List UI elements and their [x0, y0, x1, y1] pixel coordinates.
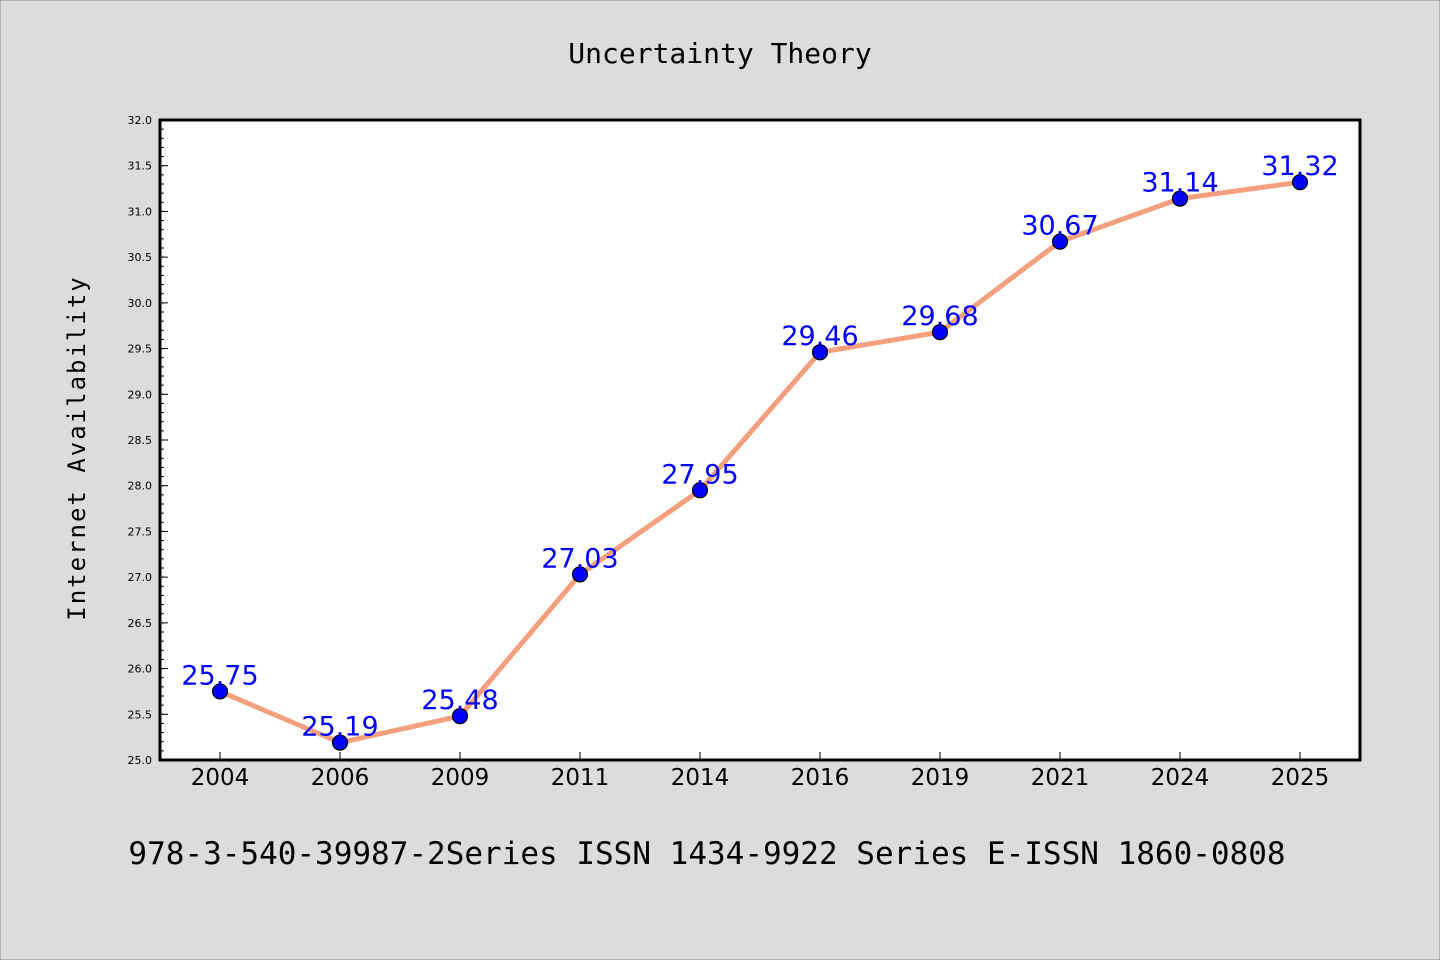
data-label: 31.32: [1261, 151, 1338, 182]
data-label: 30.67: [1021, 211, 1098, 242]
data-label: 31.14: [1141, 168, 1218, 199]
chart-title: Uncertainty Theory: [568, 37, 871, 70]
x-tick-label: 2016: [791, 765, 850, 791]
x-tick-label: 2024: [1151, 765, 1210, 791]
data-label: 27.95: [661, 459, 738, 490]
y-tick-label: 28.5: [128, 434, 153, 447]
y-tick-label: 26.0: [128, 663, 153, 676]
y-tick-label: 30.5: [128, 251, 153, 264]
data-point: [1051, 233, 1069, 250]
data-point: [1171, 190, 1189, 207]
data-point: [571, 566, 589, 583]
y-tick-label: 29.5: [128, 343, 153, 356]
x-tick-label: 2009: [431, 765, 490, 791]
y-tick-label: 31.0: [128, 205, 153, 218]
y-tick-label: 27.0: [128, 571, 153, 584]
data-point: [931, 324, 949, 341]
y-tick-label: 32.0: [128, 114, 153, 127]
y-tick-label: 27.5: [128, 525, 153, 538]
data-point: [811, 344, 829, 361]
y-axis-label: Internet Availability: [63, 275, 91, 620]
x-axis: 2004 2006 2009 2011 2014 2016 2019 2021 2024 2025: [191, 752, 1330, 791]
plot-area: [160, 120, 1360, 760]
series-line: [217, 179, 1303, 746]
plot-frame: [158, 118, 1362, 762]
data-label: 27.03: [541, 543, 618, 574]
x-tick-label: 2019: [911, 765, 970, 791]
data-label: 25.75: [181, 660, 258, 691]
data-label: 29.68: [901, 301, 978, 332]
data-point: [691, 482, 709, 499]
y-tick-label: 25.5: [128, 708, 153, 721]
data-label: 29.46: [781, 321, 858, 352]
x-tick-label: 2004: [191, 765, 250, 791]
y-axis: 25.0 25.5 26.0 26.5 27.0 27.5 28.0 28.5 29.0 29.5…: [128, 114, 168, 767]
footer-text: 978-3-540-39987-2Series ISSN 1434-9922 S…: [128, 836, 1285, 872]
y-tick-label: 30.0: [128, 297, 153, 310]
data-point: [331, 734, 349, 751]
x-tick-label: 2011: [551, 765, 610, 791]
y-tick-label: 28.0: [128, 480, 153, 493]
data-labels: 25.75 25.19 25.48 27.03 27.95 29.46 29.68 30.67…: [181, 151, 1338, 742]
y-tick-label: 29.0: [128, 388, 153, 401]
x-tick-label: 2025: [1271, 765, 1330, 791]
y-tick-label: 25.0: [128, 754, 153, 767]
x-tick-label: 2014: [671, 765, 730, 791]
y-tick-label: 26.5: [128, 617, 153, 630]
data-point: [451, 708, 469, 725]
data-points: [211, 174, 1309, 751]
data-point: [211, 683, 229, 700]
data-label: 25.19: [301, 712, 378, 743]
x-tick-label: 2006: [311, 765, 370, 791]
y-tick-label: 31.5: [128, 160, 153, 173]
data-label: 25.48: [421, 685, 498, 716]
data-point: [1291, 174, 1309, 191]
x-tick-label: 2021: [1031, 765, 1090, 791]
